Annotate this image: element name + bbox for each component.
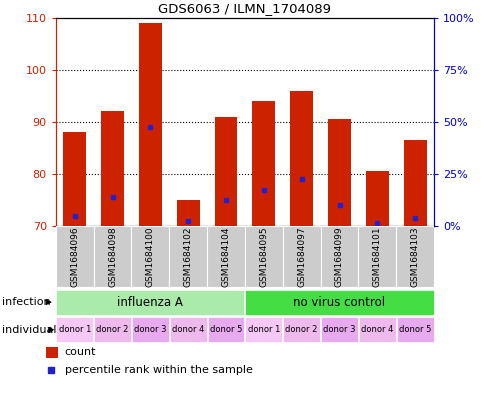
Bar: [56, 318, 93, 342]
Bar: [93, 226, 131, 287]
Bar: [131, 226, 169, 287]
Bar: [396, 318, 433, 342]
Bar: [46, 347, 58, 358]
Bar: [207, 226, 244, 287]
Bar: [132, 318, 168, 342]
Text: donor 4: donor 4: [172, 325, 204, 334]
Text: individual: individual: [2, 325, 57, 335]
Bar: [282, 226, 320, 287]
Text: count: count: [64, 347, 96, 357]
Text: donor 1: donor 1: [59, 325, 91, 334]
Bar: [283, 318, 319, 342]
Title: GDS6063 / ILMN_1704089: GDS6063 / ILMN_1704089: [158, 2, 331, 15]
Bar: [169, 318, 206, 342]
Bar: [139, 23, 161, 226]
Text: donor 5: donor 5: [398, 325, 430, 334]
Text: donor 5: donor 5: [210, 325, 242, 334]
Text: donor 3: donor 3: [322, 325, 355, 334]
Text: infection: infection: [2, 297, 51, 307]
Bar: [328, 119, 350, 226]
Text: GSM1684095: GSM1684095: [259, 226, 268, 287]
Text: donor 2: donor 2: [96, 325, 128, 334]
Text: influenza A: influenza A: [117, 296, 183, 309]
Bar: [56, 226, 93, 287]
Bar: [214, 117, 237, 226]
Text: GSM1684100: GSM1684100: [146, 226, 154, 287]
Text: no virus control: no virus control: [293, 296, 385, 309]
Text: GSM1684102: GSM1684102: [183, 226, 192, 286]
Bar: [94, 318, 131, 342]
Bar: [403, 140, 425, 226]
Text: GSM1684097: GSM1684097: [297, 226, 305, 287]
Bar: [207, 318, 244, 342]
Bar: [56, 290, 244, 314]
Text: GSM1684099: GSM1684099: [334, 226, 343, 287]
Bar: [290, 90, 312, 226]
Text: GSM1684104: GSM1684104: [221, 226, 230, 286]
Text: donor 1: donor 1: [247, 325, 279, 334]
Bar: [395, 226, 433, 287]
Text: donor 3: donor 3: [134, 325, 166, 334]
Bar: [245, 290, 433, 314]
Text: donor 4: donor 4: [361, 325, 393, 334]
Bar: [245, 318, 282, 342]
Text: GSM1684101: GSM1684101: [372, 226, 381, 287]
Bar: [365, 171, 388, 226]
Bar: [177, 200, 199, 226]
Text: GSM1684096: GSM1684096: [70, 226, 79, 287]
Bar: [320, 318, 357, 342]
Text: GSM1684103: GSM1684103: [410, 226, 419, 287]
Bar: [244, 226, 282, 287]
Text: percentile rank within the sample: percentile rank within the sample: [64, 365, 252, 375]
Bar: [252, 101, 274, 226]
Bar: [169, 226, 207, 287]
Text: donor 2: donor 2: [285, 325, 317, 334]
Bar: [63, 132, 86, 226]
Text: GSM1684098: GSM1684098: [108, 226, 117, 287]
Bar: [358, 318, 395, 342]
Bar: [101, 111, 123, 226]
Bar: [320, 226, 358, 287]
Bar: [358, 226, 395, 287]
